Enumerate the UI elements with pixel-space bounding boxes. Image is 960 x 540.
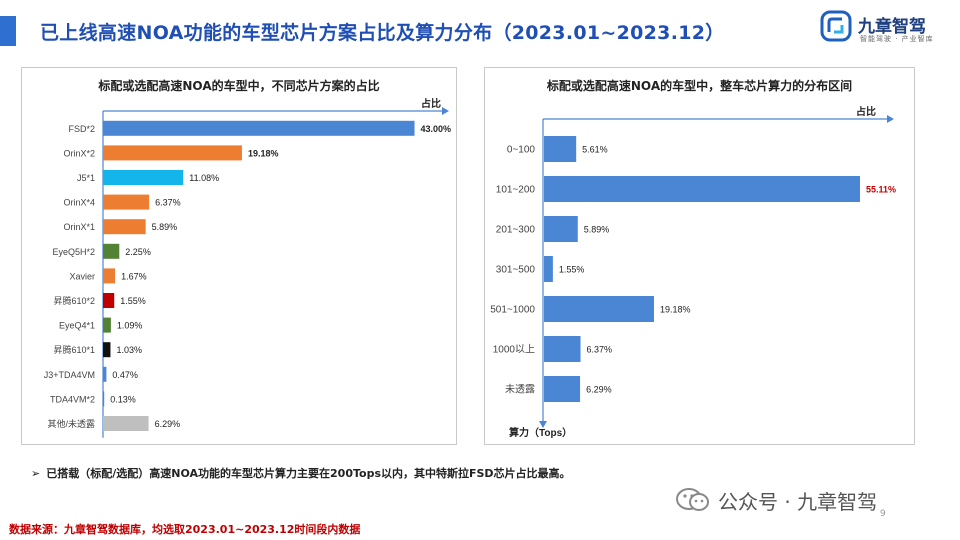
data-label: 5.89% [584, 225, 610, 235]
category-label: OrinX*2 [63, 148, 95, 158]
data-label: 6.37% [155, 198, 181, 208]
wechat-icon [676, 488, 709, 511]
bar [544, 176, 860, 202]
category-label: J3+TDA4VM [44, 370, 95, 380]
category-label: 0~100 [507, 145, 536, 156]
category-label: FSD*2 [68, 124, 95, 134]
data-label: 1.09% [117, 321, 143, 331]
bar [103, 219, 146, 235]
category-label: EyeQ4*1 [59, 321, 95, 331]
bar [544, 216, 578, 242]
compute-distribution-chart-title: 标配或选配高速NOA的车型中，整车芯片算力的分布区间 [546, 79, 853, 93]
category-label: 其他/未透露 [47, 418, 95, 429]
bar [103, 120, 415, 136]
data-label: 0.47% [112, 370, 138, 380]
category-label: TDA4VM*2 [50, 394, 95, 404]
category-label: 未透露 [505, 384, 535, 396]
data-label: 5.61% [582, 145, 608, 155]
category-label: 501~1000 [490, 305, 535, 316]
category-label: 201~300 [496, 225, 536, 236]
chip-share-chart-title: 标配或选配高速NOA的车型中，不同芯片方案的占比 [98, 79, 380, 93]
data-label: 1.55% [120, 296, 146, 306]
x-axis-arrow-icon [442, 107, 449, 115]
summary-note: ➢ 已搭载（标配/选配）高速NOA功能的车型芯片算力主要在200Tops以内，其中… [31, 465, 571, 481]
data-label: 19.18% [660, 305, 691, 315]
bar [103, 170, 184, 185]
data-label: 55.11% [866, 185, 896, 195]
data-label: 0.13% [110, 394, 136, 404]
logo-mark-icon [820, 10, 852, 42]
data-label: 1.55% [559, 265, 585, 275]
bar [103, 317, 111, 333]
category-label: 昇腾610*2 [53, 295, 95, 306]
page-title: 已上线高速NOA功能的车型芯片方案占比及算力分布（2023.01~2023.12… [40, 22, 725, 44]
bar [103, 293, 115, 308]
compute-distribution-chart-panel: 标配或选配高速NOA的车型中，整车芯片算力的分布区间 占比算力（Tops） 0~1… [484, 67, 915, 445]
bar [103, 366, 107, 382]
category-label: 昇腾610*1 [53, 344, 95, 355]
wechat-account-text: 公众号 · 九章智驾 [718, 490, 878, 514]
title-accent-bar [0, 16, 16, 46]
data-label: 2.25% [125, 247, 151, 257]
category-label: 101~200 [496, 185, 536, 196]
logo-name: 九章智驾 [858, 17, 926, 37]
bar [103, 145, 242, 161]
data-label: 11.08% [189, 173, 219, 183]
bar [544, 376, 581, 402]
bar [544, 256, 553, 282]
bar [103, 243, 120, 259]
category-label: EyeQ5H*2 [52, 247, 95, 257]
data-label: 6.29% [155, 419, 181, 429]
category-label: OrinX*1 [63, 222, 95, 232]
data-label: 43.00% [421, 124, 452, 134]
brand-logo: 九章智驾 智能驾驶 · 产业智库 [820, 8, 960, 48]
data-label: 6.29% [586, 385, 612, 395]
bar [103, 391, 105, 407]
category-label: 1000以上 [493, 344, 535, 356]
bar [544, 136, 577, 162]
data-label: 5.89% [152, 222, 178, 232]
x-axis-arrow-icon [887, 115, 894, 123]
bar [103, 194, 150, 210]
category-label: J5*1 [77, 173, 95, 183]
logo-tagline: 智能驾驶 · 产业智库 [860, 35, 934, 43]
data-label: 1.67% [121, 271, 147, 281]
chip-share-chart: 占比 FSD*2 43.00% OrinX*2 19.18% J5*1 11.08% Orin… [44, 97, 452, 438]
category-label: OrinX*4 [63, 198, 95, 208]
bar [544, 296, 654, 322]
x-axis-label: 占比 [856, 105, 876, 118]
chip-share-chart-panel: 标配或选配高速NOA的车型中，不同芯片方案的占比 占比 FSD*2 43.00% Or… [21, 67, 457, 445]
bar [103, 268, 116, 284]
x-axis-label: 占比 [421, 97, 441, 110]
note-bullet-icon: ➢ [31, 467, 41, 480]
data-label: 1.03% [116, 345, 142, 355]
page-number: 9 [880, 509, 886, 519]
bar [103, 342, 111, 358]
category-label: Xavier [69, 271, 95, 281]
bar [544, 336, 581, 362]
data-label: 6.37% [587, 345, 613, 355]
data-source: 数据来源：九章智驾数据库，均选取2023.01~2023.12时间段内数据 [9, 523, 361, 536]
y-axis-arrow-icon [539, 421, 547, 428]
y-axis-label: 算力（Tops） [508, 426, 572, 439]
category-label: 301~500 [496, 265, 536, 276]
data-label: 19.18% [248, 148, 279, 158]
bar [103, 416, 149, 431]
summary-note-text: 已搭载（标配/选配）高速NOA功能的车型芯片算力主要在200Tops以内，其中特… [46, 467, 571, 480]
